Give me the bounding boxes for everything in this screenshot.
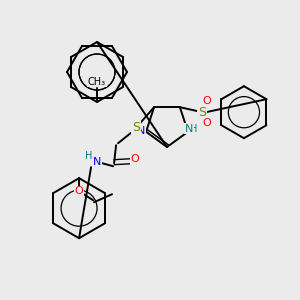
Text: H: H <box>85 151 93 161</box>
Text: N: N <box>185 124 193 134</box>
Text: O: O <box>75 186 83 196</box>
Text: N: N <box>93 157 101 167</box>
Text: O: O <box>202 118 211 128</box>
Text: S: S <box>198 106 206 119</box>
Text: S: S <box>132 121 140 134</box>
Text: N: N <box>137 126 145 136</box>
Text: O: O <box>202 96 211 106</box>
Text: H: H <box>190 124 198 134</box>
Text: O: O <box>131 154 140 164</box>
Text: CH₃: CH₃ <box>88 77 106 87</box>
